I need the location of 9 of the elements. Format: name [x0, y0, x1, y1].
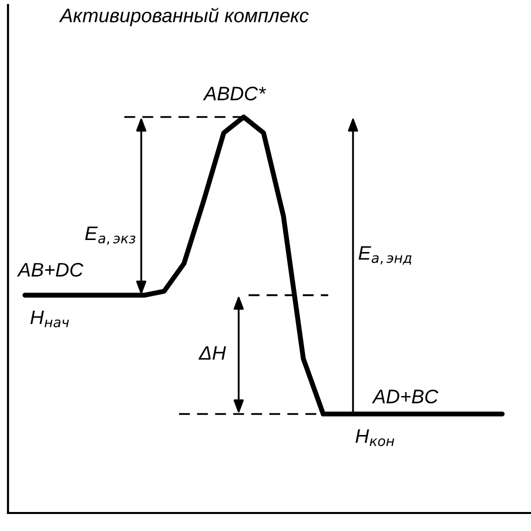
annotation: E$_{а,энд}$ — [358, 246, 412, 265]
annotation: AB+DC — [16, 262, 84, 277]
text: ABDC* — [202, 86, 266, 100]
annotation: ΔH — [198, 346, 226, 360]
annotation: AD+BC — [372, 390, 438, 404]
chart-title: Активированный комплекс — [59, 8, 309, 26]
annotation: H$_{кон}$ — [356, 429, 394, 446]
annotation: E$_{а,экз}$ — [85, 226, 136, 245]
annotation: H$_{нач}$ — [30, 310, 69, 328]
